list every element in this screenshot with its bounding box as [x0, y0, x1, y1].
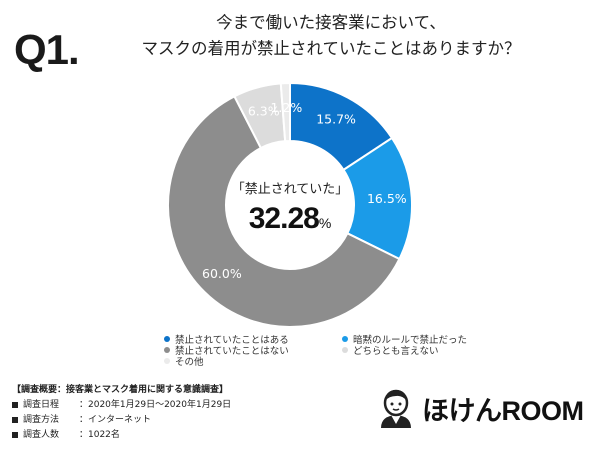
slice-value-label: 1.2%	[270, 100, 302, 115]
legend-item: その他	[164, 355, 289, 368]
bullet-square-icon	[12, 402, 18, 408]
legend-swatch	[342, 335, 348, 342]
slice-value-label: 60.0%	[202, 266, 242, 281]
legend-swatch	[342, 346, 348, 353]
survey-title: 【調査概要：接客業とマスク着用に関する意識調査】	[12, 385, 229, 395]
legend-label: その他	[175, 356, 204, 368]
center-value-unit: %	[318, 215, 332, 231]
brand-logo: ほけんROOM	[376, 386, 584, 430]
question-text: 今まで働いた接客業において、 マスクの着用が禁止されていたことはありますか？	[96, 10, 566, 62]
brand-name: ほけんROOM	[422, 395, 584, 426]
legend-item: 禁止されていたことはある	[164, 333, 289, 346]
legend-right: 暗黙のルールで禁止だった どちらとも言えない	[342, 333, 468, 357]
legend-label: どちらとも言えない	[353, 345, 439, 357]
survey-row: 調査方法 ：インターネット	[12, 413, 231, 428]
legend-label: 禁止されていたことはない	[175, 345, 289, 357]
survey-key: 調査方法	[23, 415, 60, 425]
center-label: 「禁止されていた」	[231, 182, 349, 197]
donut-slice	[167, 95, 401, 328]
donut-slices	[167, 81, 413, 328]
legend-label: 禁止されていたことはある	[175, 334, 289, 346]
donut-slice	[279, 81, 291, 143]
legend-swatch	[164, 335, 170, 342]
slice-value-label: 15.7%	[316, 112, 356, 127]
legend-swatch	[164, 357, 170, 364]
survey-key: 調査人数	[23, 430, 60, 440]
legend-item: 暗黙のルールで禁止だった	[342, 333, 468, 346]
person-face-icon	[381, 389, 411, 428]
center-value: 32.28%	[222, 202, 358, 236]
legend-item: どちらとも言えない	[342, 344, 467, 357]
legend-item: 禁止されていたことはない	[164, 344, 289, 357]
legend-left: 禁止されていたことはある 禁止されていたことはない その他	[164, 333, 289, 368]
center-value-number: 32.28	[248, 202, 320, 235]
survey-value: ：1022名	[79, 430, 120, 440]
slice-value-label: 6.3%	[248, 104, 280, 119]
slice-value-label: 16.5%	[367, 191, 407, 206]
bullet-square-icon	[12, 417, 18, 423]
legend-label: 暗黙のルールで禁止だった	[353, 334, 468, 346]
survey-value: ：2020年1月29日〜2020年1月29日	[79, 400, 232, 410]
question-number: Q1.	[14, 26, 80, 73]
legend-swatch	[164, 346, 170, 353]
survey-row: 調査日程 ：2020年1月29日〜2020年1月29日	[12, 398, 231, 413]
survey-key: 調査日程	[23, 400, 60, 410]
survey-value: ：インターネット	[79, 415, 152, 425]
survey-summary: 【調査概要：接客業とマスク着用に関する意識調査】 調査日程 ：2020年1月29…	[12, 383, 231, 443]
bullet-square-icon	[12, 432, 18, 438]
survey-row: 調査人数 ：1022名	[12, 428, 231, 443]
question-line: マスクの着用が禁止されていたことはありますか？	[141, 39, 521, 58]
question-line: 今まで働いた接客業において、	[216, 13, 446, 32]
slice-labels: 15.7% 16.5% 60.0% 6.3%1.2%	[202, 100, 407, 281]
